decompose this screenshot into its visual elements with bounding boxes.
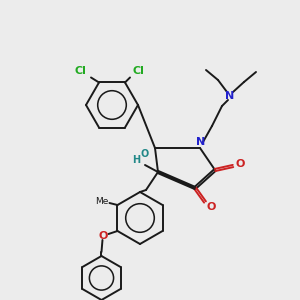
Text: H: H: [132, 155, 140, 165]
Text: Cl: Cl: [132, 67, 144, 76]
Text: O: O: [99, 231, 108, 241]
Text: O: O: [141, 149, 149, 159]
Text: Me: Me: [95, 197, 108, 206]
Text: O: O: [235, 159, 245, 169]
Text: Cl: Cl: [74, 67, 86, 76]
Text: N: N: [225, 91, 235, 101]
Text: O: O: [206, 202, 216, 212]
Text: N: N: [196, 137, 206, 147]
